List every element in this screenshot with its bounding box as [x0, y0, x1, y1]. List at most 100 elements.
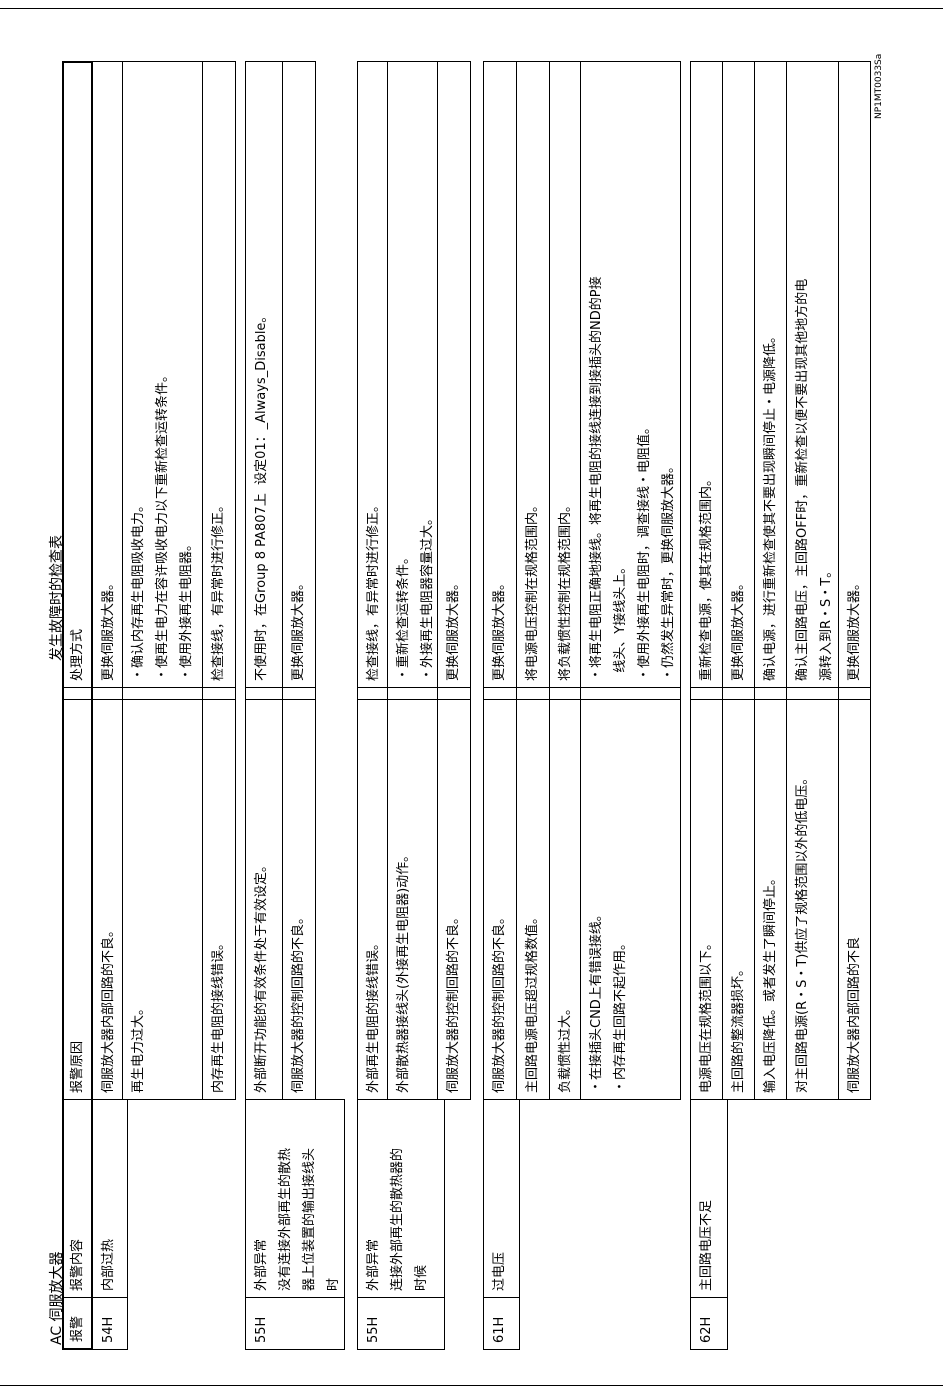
- alarm-remedy: 更换伺服放大器。: [722, 61, 755, 688]
- text-line: 伺服放大器的控制回路的不良。: [492, 910, 507, 1093]
- alarm-cause: 内存再生电阻的接线错误。: [202, 699, 236, 1100]
- cell-gap: [282, 686, 316, 700]
- alarm-cause: 外部再生电阻的接线错误。: [357, 699, 388, 1100]
- text-line: 再生电力过大。: [131, 1001, 146, 1093]
- text-line: 重新检查电源，使其在规格范围内。: [699, 472, 714, 681]
- text-line: 没有连接外部再生的散热: [278, 1147, 293, 1291]
- alarm-cause: 主回路电源电压超过规格数值。: [516, 699, 550, 1100]
- alarm-code: 55H: [357, 1297, 445, 1350]
- alarm-content: 外部异常 没有连接外部再生的散热 器上位装置的输出接线头时: [245, 1099, 345, 1298]
- alarm-cause: 伺服放大器的控制回路的不良。: [282, 699, 316, 1100]
- alarm-remedy: 检查接线，有异常时进行修正。: [202, 61, 236, 688]
- cell-gap: [838, 686, 871, 700]
- alarm-cause: 外部散热器接线头(外接再生电阻器)动作。: [387, 699, 438, 1100]
- alarm-remedy: 更换伺服放大器。: [483, 61, 517, 688]
- alarm-remedy: 检查接线，有异常时进行修正。: [357, 61, 388, 688]
- cell-gap: [483, 686, 517, 700]
- alarm-remedy: 将电源电压控制在规格范围内。: [516, 61, 550, 688]
- cell-gap: [357, 686, 388, 700]
- text-line: 检查接线，有异常时进行修正。: [366, 498, 381, 681]
- cell-gap: [387, 686, 438, 700]
- alarm-remedy: 不使用时，在Group 8 PA807上 设定01：_Always_Disabl…: [245, 61, 283, 688]
- alarm-remedy: ・确认内存再生电阻吸收电力。 ・使再生电力在容许吸收电力以下重新检查运转条件。 ・使…: [122, 61, 203, 688]
- cell-gap: [92, 686, 123, 700]
- text-line: 主回路的整流器损坏。: [731, 962, 746, 1093]
- alarm-content: 内部过热: [92, 1099, 128, 1298]
- text-line: 外部异常: [254, 1238, 269, 1291]
- text-line: 输入电压降低。或者发生了瞬间停止。: [763, 871, 778, 1093]
- text-line: ・重新检查运转条件。: [396, 550, 411, 681]
- alarm-remedy: ・重新检查运转条件。 ・外接再生电阻器容量过大。: [387, 61, 438, 688]
- cell-gap: [754, 686, 787, 700]
- text-line: 伺服放大器的控制回路的不良。: [291, 910, 306, 1093]
- text-line: 伺服放大器的控制回路的不良。: [446, 910, 461, 1093]
- alarm-cause: 伺服放大器内部回路的不良。: [92, 699, 123, 1100]
- cell-gap: [549, 686, 581, 700]
- text-line: 更换伺服放大器。: [492, 576, 507, 681]
- alarm-code: 54H: [92, 1297, 128, 1350]
- alarm-cause: 伺服放大器的控制回路的不良。: [437, 699, 471, 1100]
- text-line: 过电压: [492, 1251, 507, 1291]
- cell-gap: [202, 686, 236, 700]
- text-line: 更换伺服放大器。: [731, 576, 746, 681]
- text-line: 器上位装置的输出接线头: [302, 1147, 317, 1291]
- text-line: 更换伺服放大器。: [291, 576, 306, 681]
- text-line: 对主回路电源(R・S・T)供应了规格范围以外的低电压。: [795, 771, 810, 1093]
- text-line: ・使用外接再生电阻时，调查接线・电阻值。: [637, 420, 652, 681]
- text-line: 外部断开功能的有效条件处于有效设定。: [254, 858, 269, 1093]
- alarm-cause: 伺服放大器的控制回路的不良。: [483, 699, 517, 1100]
- text-line: 外部散热器接线头(外接再生电阻器)动作。: [396, 848, 411, 1093]
- text-line: 时候: [414, 1264, 429, 1291]
- text-line: 确认主回路电压，主回路OFF时，重新检查以便不要出现其他地方的电: [795, 278, 810, 681]
- text-line: 负载惯性过大。: [558, 1001, 573, 1093]
- text-line: 将电源电压控制在规格范围内。: [525, 498, 540, 681]
- alarm-content: 外部异常 连接外部再生的散热器的 时候: [357, 1099, 445, 1298]
- alarm-cause: 伺服放大器内部回路的不良: [838, 699, 871, 1100]
- text-line: 连接外部再生的散热器的: [390, 1147, 405, 1291]
- cell-gap: [690, 686, 723, 700]
- alarm-code: 55H: [245, 1297, 345, 1350]
- text-line: 伺服放大器内部回路的不良: [847, 936, 862, 1093]
- text-line: 伺服放大器内部回路的不良。: [101, 923, 116, 1093]
- alarm-cause: ・在接插头CND上有错误接线。 ・内存再生回路不起作用。: [580, 699, 681, 1100]
- text-line: 外部异常: [366, 1238, 381, 1291]
- text-line: ・使再生电力在容许吸收电力以下重新检查运转条件。: [155, 368, 170, 681]
- alarm-cause: 外部断开功能的有效条件处于有效设定。: [245, 699, 283, 1100]
- text-line: 内部过热: [101, 1238, 116, 1291]
- header-content: 报警内容: [62, 1099, 93, 1298]
- alarm-cause: 再生电力过大。: [122, 699, 203, 1100]
- text-line: 内存再生电阻的接线错误。: [211, 936, 226, 1093]
- alarm-remedy: 更换伺服放大器。: [92, 61, 123, 688]
- alarm-cause: 输入电压降低。或者发生了瞬间停止。: [754, 699, 787, 1100]
- text-line: ・确认内存再生电阻吸收电力。: [131, 498, 146, 681]
- header-cause: 报警原因: [62, 699, 93, 1100]
- figure-code: NP1MT0033Sa: [874, 53, 884, 119]
- text-line: 不使用时，在Group 8 PA807上 设定01：_Always_Disabl…: [254, 309, 269, 681]
- text-line: ・将再生电阻正确地接线。将再生电阻的接线连接到接插头的ND的P接: [589, 276, 604, 681]
- text-line: 确认电源，进行重新检查使其不要出现瞬间停止・电源降低。: [763, 329, 778, 681]
- text-line: 更换伺服放大器。: [101, 576, 116, 681]
- cell-gap: [437, 686, 471, 700]
- top-rule: [0, 8, 943, 9]
- alarm-remedy: 重新检查电源，使其在规格范围内。: [690, 61, 723, 688]
- text-line: 电源电压在规格范围以下。: [699, 936, 714, 1093]
- text-line: 将负载惯性控制在规格范围内。: [558, 498, 573, 681]
- alarm-remedy: ・将再生电阻正确地接线。将再生电阻的接线连接到接插头的ND的P接 线头、Y接线头…: [580, 61, 681, 688]
- header-gap: [62, 686, 93, 700]
- cell-gap: [722, 686, 755, 700]
- alarm-cause: 对主回路电源(R・S・T)供应了规格范围以外的低电压。: [786, 699, 839, 1100]
- text-line: 更换伺服放大器。: [847, 576, 862, 681]
- alarm-remedy: 更换伺服放大器。: [282, 61, 316, 688]
- alarm-remedy: 更换伺服放大器。: [437, 61, 471, 688]
- text-line: 线头、Y接线头上。: [613, 560, 628, 681]
- text-line: 检查接线，有异常时进行修正。: [211, 498, 226, 681]
- text-line: ・仍然发生异常时，更换伺服放大器。: [661, 459, 676, 681]
- text-line: ・在接插头CND上有错误接线。: [589, 908, 604, 1093]
- alarm-remedy: 将负载惯性控制在规格范围内。: [549, 61, 581, 688]
- alarm-remedy: 更换伺服放大器。: [838, 61, 871, 688]
- alarm-remedy: 确认电源，进行重新检查使其不要出现瞬间停止・电源降低。: [754, 61, 787, 688]
- text-line: 外部再生电阻的接线错误。: [366, 936, 381, 1093]
- text-line: ・内存再生回路不起作用。: [613, 936, 628, 1093]
- alarm-code: 61H: [483, 1297, 520, 1350]
